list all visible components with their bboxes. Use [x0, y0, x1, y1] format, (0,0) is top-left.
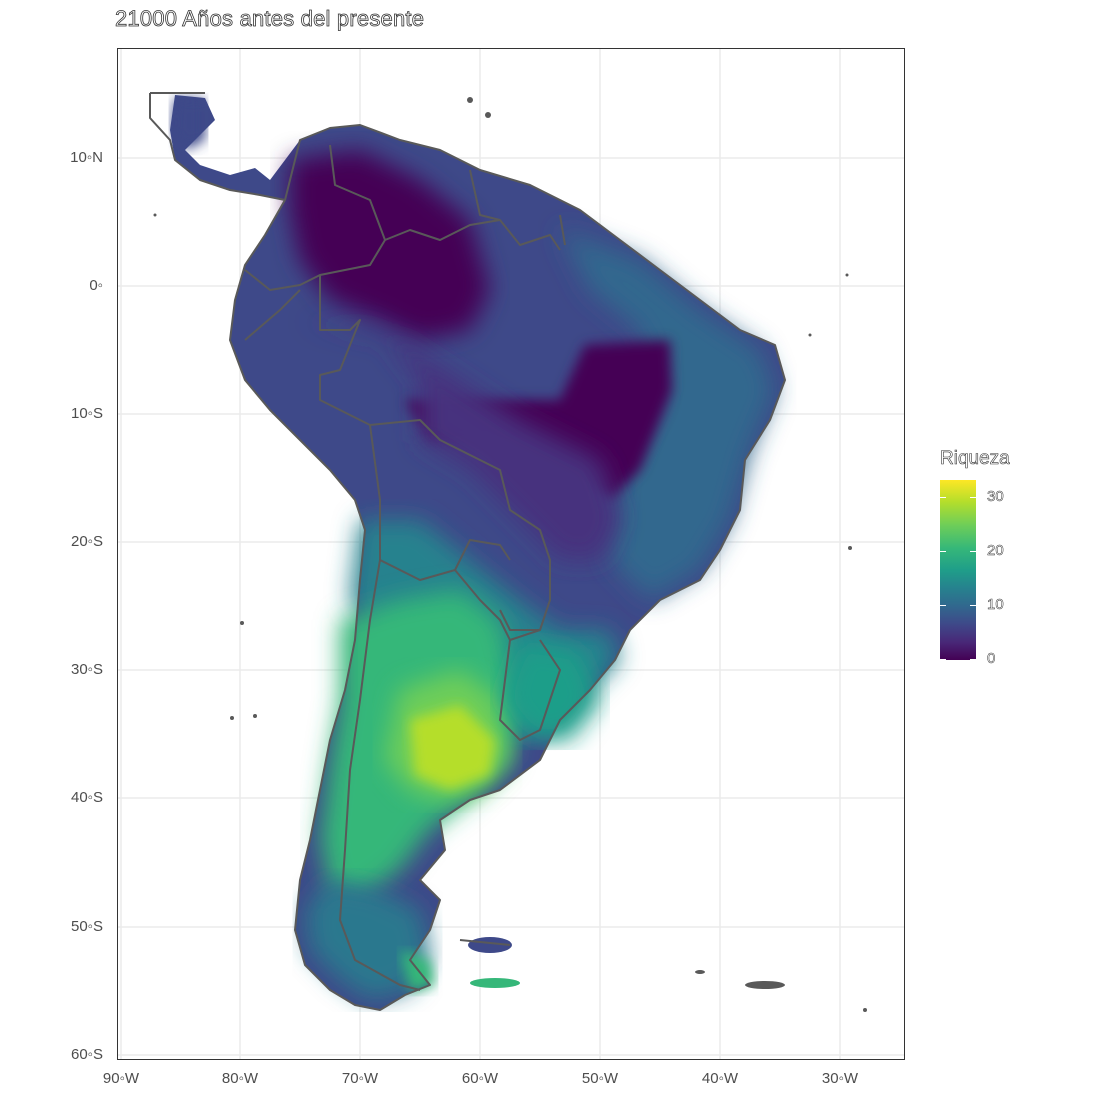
- legend-label: 30: [987, 488, 1004, 506]
- y-tick-label: 10◦S: [70, 405, 103, 422]
- x-tick-label: 80◦W: [221, 1070, 259, 1087]
- x-tick-label: 70◦W: [341, 1070, 379, 1087]
- legend-tick: [970, 605, 976, 606]
- legend-tick: [940, 551, 946, 552]
- y-tick-label: 0◦: [89, 277, 103, 294]
- richness-zones: [172, 98, 775, 1000]
- x-tick-label: 50◦W: [581, 1070, 619, 1087]
- x-tick-label: 60◦W: [461, 1070, 499, 1087]
- islands: [153, 97, 867, 1012]
- map-title: 21000 Años antes del presente: [115, 6, 425, 32]
- legend-label: 10: [987, 596, 1004, 614]
- y-tick-label: 60◦S: [70, 1046, 103, 1063]
- legend-title: Riqueza: [940, 448, 1010, 470]
- legend-tick: [970, 659, 976, 660]
- x-tick-label: 90◦W: [102, 1070, 140, 1087]
- y-tick-label: 40◦S: [70, 789, 103, 806]
- legend-tick: [940, 497, 946, 498]
- x-tick-label: 40◦W: [701, 1070, 739, 1087]
- legend-label: 0: [987, 650, 996, 668]
- y-tick-label: 30◦S: [70, 661, 103, 678]
- y-tick-label: 50◦S: [70, 918, 103, 935]
- legend-tick: [970, 497, 976, 498]
- y-tick-label: 10◦N: [70, 149, 103, 166]
- y-tick-label: 20◦S: [70, 533, 103, 550]
- country-borders: [149, 92, 786, 1011]
- legend-tick: [940, 605, 946, 606]
- legend-colorbar: [940, 480, 976, 660]
- legend-tick: [970, 551, 976, 552]
- legend-tick: [940, 659, 946, 660]
- legend-label: 20: [987, 542, 1004, 560]
- x-tick-label: 30◦W: [821, 1070, 859, 1087]
